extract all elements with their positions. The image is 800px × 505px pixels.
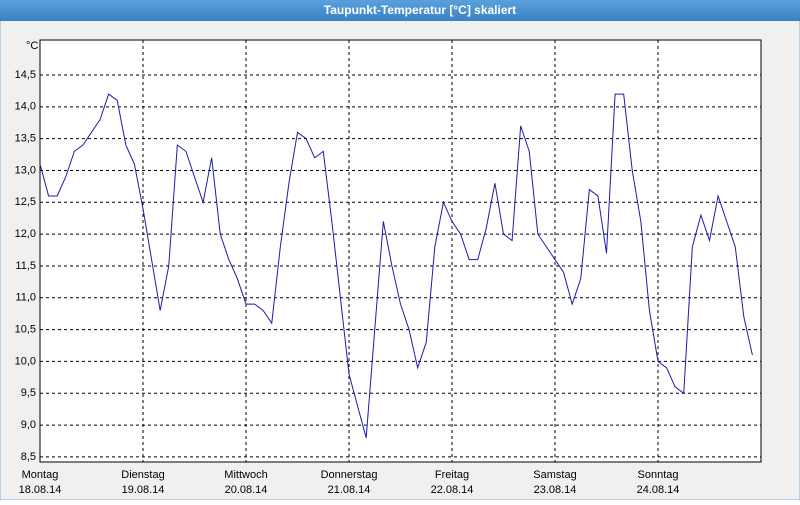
- y-tick-label: 10,5: [15, 324, 36, 336]
- x-tick-label: Montag: [22, 469, 59, 481]
- x-tick-label: Freitag: [435, 469, 469, 481]
- y-tick-label: 9,5: [21, 387, 36, 399]
- y-tick-label: 9,0: [21, 419, 36, 431]
- data-line: [39, 93, 753, 438]
- x-tick-date: 18.08.14: [19, 484, 62, 496]
- y-tick-label: 8,5: [21, 451, 36, 463]
- y-tick-label: 12,0: [15, 228, 36, 240]
- title-bar: [0, 0, 800, 21]
- x-tick-date: 23.08.14: [534, 484, 577, 496]
- y-tick-label: 11,5: [15, 260, 36, 272]
- y-tick-label: 10,0: [15, 355, 36, 367]
- x-tick-label: Samstag: [533, 469, 576, 481]
- x-tick-date: 24.08.14: [637, 484, 680, 496]
- x-tick-label: Mittwoch: [224, 469, 267, 481]
- y-unit: °C: [26, 40, 38, 52]
- y-tick-label: 11,0: [15, 292, 36, 304]
- y-tick-label: 13,5: [15, 133, 36, 145]
- y-tick-label: 14,0: [15, 101, 36, 113]
- x-tick-date: 21.08.14: [328, 484, 371, 496]
- y-tick-label: 12,5: [15, 196, 36, 208]
- x-tick-date: 19.08.14: [122, 484, 165, 496]
- plot-area: [39, 39, 762, 463]
- chart-title: Taupunkt-Temperatur [°C] skaliert: [324, 3, 516, 17]
- x-tick-label: Sonntag: [638, 469, 679, 481]
- y-tick-label: 13,0: [15, 164, 36, 176]
- y-tick-label: 14,5: [15, 69, 36, 81]
- x-tick-label: Donnerstag: [321, 469, 378, 481]
- x-tick-date: 22.08.14: [431, 484, 474, 496]
- x-tick-date: 20.08.14: [225, 484, 268, 496]
- x-tick-label: Dienstag: [121, 469, 164, 481]
